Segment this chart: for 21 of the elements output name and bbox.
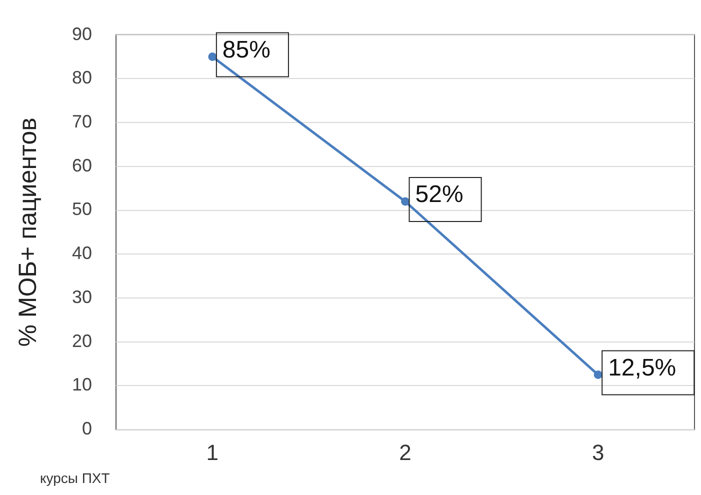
x-tick-label: 2 — [399, 440, 412, 465]
y-tick-label: 70 — [72, 112, 92, 132]
x-axis-title: курсы ПХТ — [40, 470, 110, 486]
y-tick-label: 30 — [72, 286, 92, 307]
y-tick-label: 0 — [82, 418, 92, 439]
point — [594, 370, 602, 380]
data-label: 52% — [415, 181, 464, 208]
x-tick-label: 1 — [206, 440, 219, 465]
x-tick-label: 3 — [592, 440, 604, 465]
y-tick-label: 40 — [72, 243, 92, 264]
y-tick-label: 60 — [72, 155, 92, 176]
y-tick-label: 50 — [72, 199, 92, 220]
y-tick-label: 80 — [72, 68, 92, 88]
y-tick-label: 90 — [72, 24, 92, 44]
point — [208, 52, 217, 61]
y-tick-label: 20 — [72, 330, 92, 351]
y-tick-label: 10 — [72, 374, 92, 395]
data-label: 85% — [222, 36, 270, 64]
data-label: 12,5% — [608, 354, 676, 382]
y-axis-title: % МОБ+ пациентов — [14, 118, 42, 347]
point — [401, 197, 410, 206]
